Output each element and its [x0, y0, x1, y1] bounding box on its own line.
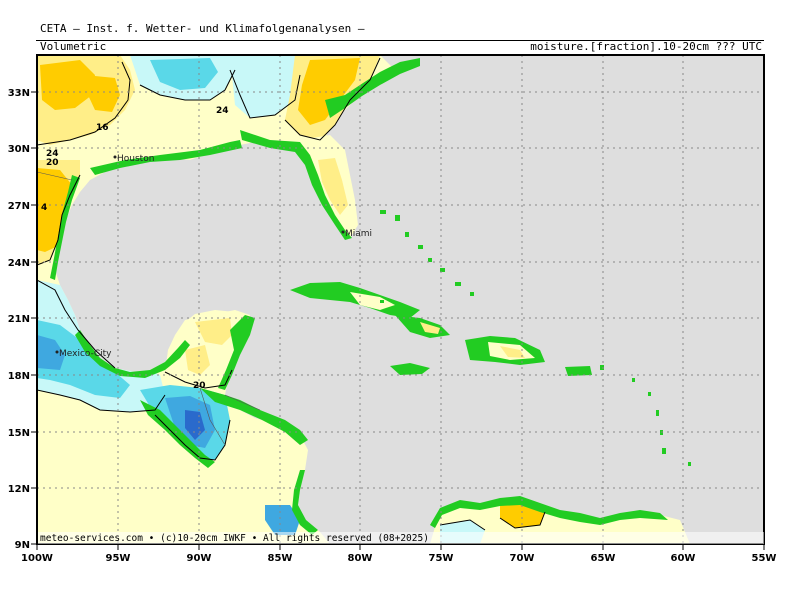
contour-lines	[37, 57, 546, 531]
land-us-east	[380, 55, 764, 75]
lat-axis: 33N 30N 27N 24N 21N 18N 15N 12N 9N	[8, 88, 30, 551]
very-wet-panama	[265, 505, 300, 535]
dry-core-north	[40, 60, 95, 110]
lat-tick-label: 21N	[8, 314, 30, 325]
city-marker	[113, 155, 117, 159]
dry-band-florida	[318, 158, 348, 215]
org-title: CETA — Inst. f. Wetter- und Klimafolgena…	[40, 22, 365, 35]
lon-tick-label: 65W	[591, 553, 616, 564]
city-label-mexico-city: Mexico-City	[59, 349, 112, 359]
lon-tick-label: 75W	[429, 553, 454, 564]
lon-tick-label: 90W	[187, 553, 212, 564]
wet-core-mexico	[37, 320, 130, 398]
cuba-moist	[350, 292, 395, 310]
island-puerto-rico	[565, 366, 592, 376]
dry-band-yucatan	[195, 318, 232, 345]
cuba-east-dry	[420, 322, 440, 334]
contour-label: 4	[41, 203, 47, 213]
city-label-houston: Houston	[117, 154, 154, 164]
moist-band-la	[230, 55, 305, 118]
borders	[37, 171, 261, 446]
header-frame	[36, 40, 764, 55]
cities: Houston Miami Mexico-City	[55, 154, 372, 359]
contour-label: 16	[96, 123, 109, 133]
contour-label: 20	[193, 381, 206, 391]
very-wet-mexico	[37, 335, 65, 370]
lon-tick-label: 60W	[671, 553, 696, 564]
lat-tick-label: 30N	[8, 144, 30, 155]
dry-band-yucatan-2	[185, 345, 210, 375]
wet-core-north	[150, 58, 218, 90]
lat-tick-label: 12N	[8, 484, 30, 495]
dry-core-georgia	[298, 58, 360, 125]
lat-tick-label: 24N	[8, 258, 30, 269]
grid-lines	[37, 55, 764, 544]
contour-label: 20	[46, 158, 59, 168]
product-name: Volumetric	[40, 40, 107, 53]
lon-tick-label: 55W	[752, 553, 777, 564]
hispaniola-dry	[500, 346, 525, 358]
contour-label: 24	[216, 106, 229, 116]
copyright-backdrop	[38, 532, 764, 544]
contour-label: 24	[46, 149, 59, 159]
contour-value-labels: 16 24 24 20 4 20	[41, 106, 229, 391]
lon-tick-label: 95W	[106, 553, 131, 564]
lon-tick-label: 70W	[510, 553, 535, 564]
lat-tick-label: 15N	[8, 428, 30, 439]
lon-tick-label: 100W	[21, 553, 53, 564]
city-marker	[341, 230, 345, 234]
lat-tick-label: 18N	[8, 371, 30, 382]
lon-tick-label: 85W	[268, 553, 293, 564]
lat-tick-label: 33N	[8, 88, 30, 99]
city-marker	[55, 350, 59, 354]
copyright-text: meteo-services.com • (c)10-20cm IWKF • A…	[40, 533, 429, 544]
city-label-miami: Miami	[345, 229, 372, 239]
lon-axis: 100W 95W 90W 85W 80W 75W 70W 65W 60W 55W	[21, 553, 776, 564]
island-cuba	[290, 282, 420, 318]
lon-tick-label: 80W	[348, 553, 373, 564]
lat-tick-label: 27N	[8, 201, 30, 212]
tick-marks	[31, 91, 765, 550]
lat-tick-label: 9N	[15, 540, 30, 551]
land-usa-west	[37, 55, 430, 544]
product-description: moisture.[fraction].10-20cm ??? UTC	[530, 40, 762, 53]
dry-core-north-2	[85, 75, 120, 112]
island-jamaica	[390, 363, 430, 375]
